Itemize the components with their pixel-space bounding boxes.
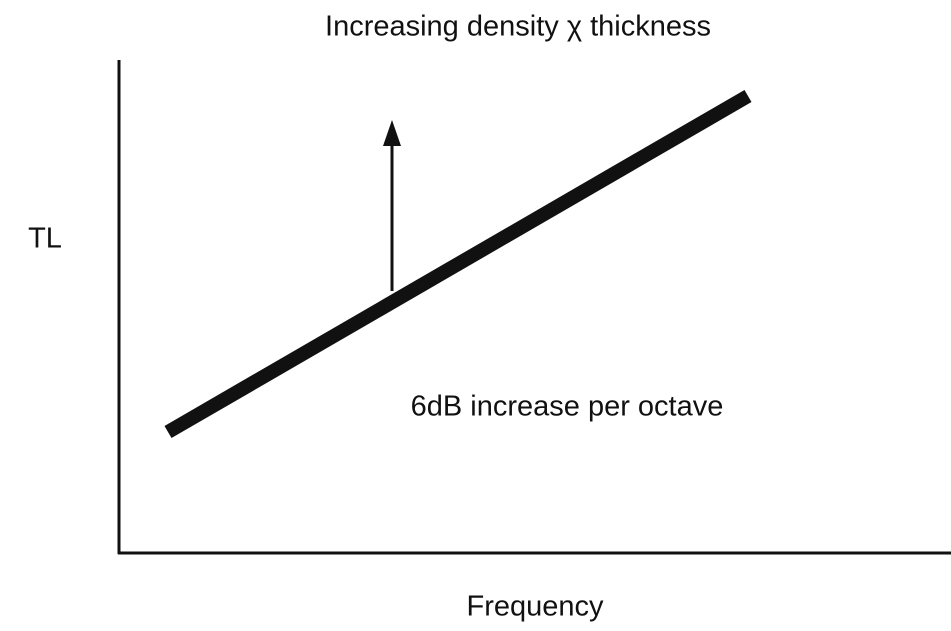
x-axis-label: Frequency <box>466 591 604 623</box>
trend-line <box>164 89 752 439</box>
y-axis-label: TL <box>28 223 62 255</box>
arrow-head <box>383 120 401 146</box>
top-annotation: Increasing density χ thickness <box>325 11 711 43</box>
slope-annotation: 6dB increase per octave <box>411 391 724 423</box>
